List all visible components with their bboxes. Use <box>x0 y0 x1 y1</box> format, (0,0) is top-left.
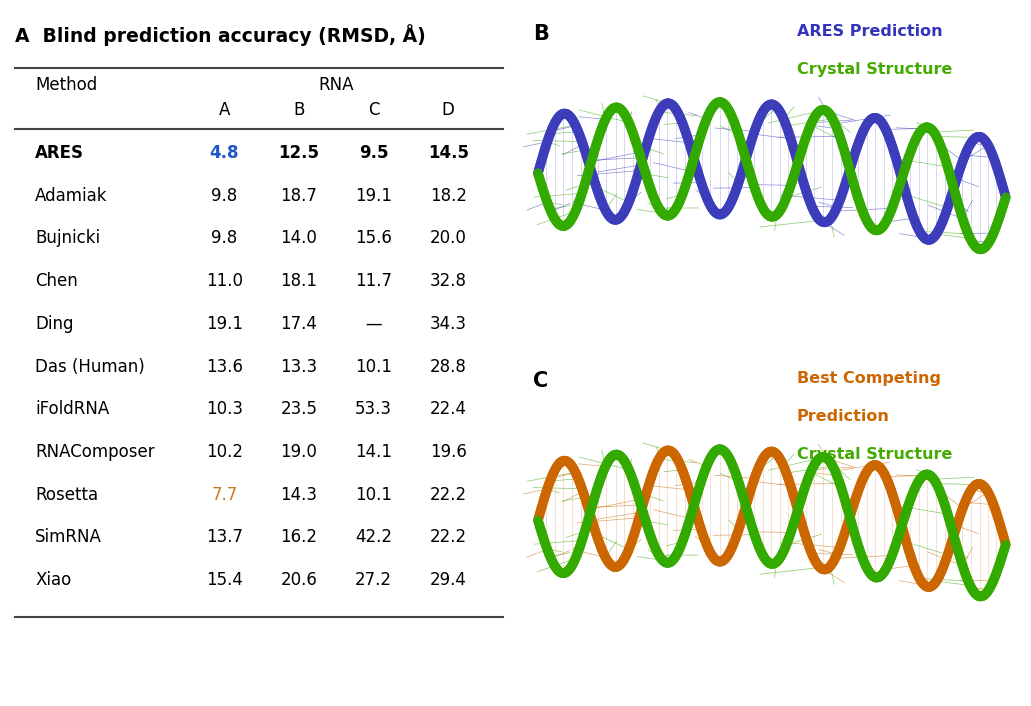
Text: —: — <box>365 315 381 333</box>
Text: 13.6: 13.6 <box>206 357 243 376</box>
Text: 19.1: 19.1 <box>355 187 392 205</box>
Text: ARES Prediction: ARES Prediction <box>797 24 942 39</box>
Text: 14.5: 14.5 <box>428 144 469 162</box>
Text: iFoldRNA: iFoldRNA <box>35 400 109 418</box>
Text: 32.8: 32.8 <box>430 272 467 290</box>
Text: 4.8: 4.8 <box>209 144 239 162</box>
Text: 19.0: 19.0 <box>280 443 318 461</box>
Text: SimRNA: SimRNA <box>35 528 102 546</box>
Text: Das (Human): Das (Human) <box>35 357 145 376</box>
Text: 20.0: 20.0 <box>430 229 467 248</box>
Text: C: C <box>533 371 548 391</box>
Text: 10.1: 10.1 <box>355 357 392 376</box>
Text: 10.3: 10.3 <box>206 400 243 418</box>
Text: 14.0: 14.0 <box>280 229 318 248</box>
Text: 34.3: 34.3 <box>430 315 467 333</box>
Text: 29.4: 29.4 <box>430 571 467 589</box>
Text: Bujnicki: Bujnicki <box>35 229 100 248</box>
Text: 9.8: 9.8 <box>211 187 237 205</box>
Text: 18.2: 18.2 <box>430 187 467 205</box>
Text: Rosetta: Rosetta <box>35 486 98 503</box>
Text: B: B <box>533 24 548 44</box>
Text: 9.5: 9.5 <box>359 144 389 162</box>
Text: ARES: ARES <box>35 144 85 162</box>
Text: 12.5: 12.5 <box>278 144 320 162</box>
Text: B: B <box>293 102 305 119</box>
Text: 11.0: 11.0 <box>206 272 243 290</box>
Text: 13.7: 13.7 <box>206 528 243 546</box>
Text: 11.7: 11.7 <box>355 272 392 290</box>
Text: Ding: Ding <box>35 315 73 333</box>
Text: 16.2: 16.2 <box>280 528 318 546</box>
Text: Method: Method <box>35 76 98 95</box>
Text: Prediction: Prediction <box>797 409 890 424</box>
Text: 9.8: 9.8 <box>211 229 237 248</box>
Text: Crystal Structure: Crystal Structure <box>797 62 952 77</box>
Text: 10.1: 10.1 <box>355 486 392 503</box>
Text: 15.4: 15.4 <box>206 571 242 589</box>
Text: RNAComposer: RNAComposer <box>35 443 155 461</box>
Text: 19.1: 19.1 <box>206 315 243 333</box>
Text: 20.6: 20.6 <box>280 571 318 589</box>
Text: 53.3: 53.3 <box>355 400 392 418</box>
Text: 10.2: 10.2 <box>206 443 243 461</box>
Text: Xiao: Xiao <box>35 571 71 589</box>
Text: 14.1: 14.1 <box>355 443 392 461</box>
Text: RNA: RNA <box>319 76 354 95</box>
Text: 22.2: 22.2 <box>430 486 467 503</box>
Text: Adamiak: Adamiak <box>35 187 107 205</box>
Text: 28.8: 28.8 <box>430 357 467 376</box>
Text: 19.6: 19.6 <box>430 443 467 461</box>
Text: 18.1: 18.1 <box>280 272 318 290</box>
Text: C: C <box>368 102 379 119</box>
Text: 15.6: 15.6 <box>356 229 392 248</box>
Text: 13.3: 13.3 <box>280 357 318 376</box>
Text: 27.2: 27.2 <box>355 571 392 589</box>
Text: 22.2: 22.2 <box>430 528 467 546</box>
Text: 42.2: 42.2 <box>355 528 392 546</box>
Text: 18.7: 18.7 <box>280 187 318 205</box>
Text: A  Blind prediction accuracy (RMSD, Å): A Blind prediction accuracy (RMSD, Å) <box>15 24 426 47</box>
Text: 22.4: 22.4 <box>430 400 467 418</box>
Text: Chen: Chen <box>35 272 78 290</box>
Text: D: D <box>442 102 455 119</box>
Text: 7.7: 7.7 <box>211 486 237 503</box>
Text: 23.5: 23.5 <box>280 400 318 418</box>
Text: 17.4: 17.4 <box>280 315 318 333</box>
Text: Best Competing: Best Competing <box>797 371 940 386</box>
Text: Crystal Structure: Crystal Structure <box>797 447 952 462</box>
Text: 14.3: 14.3 <box>280 486 318 503</box>
Text: A: A <box>219 102 230 119</box>
